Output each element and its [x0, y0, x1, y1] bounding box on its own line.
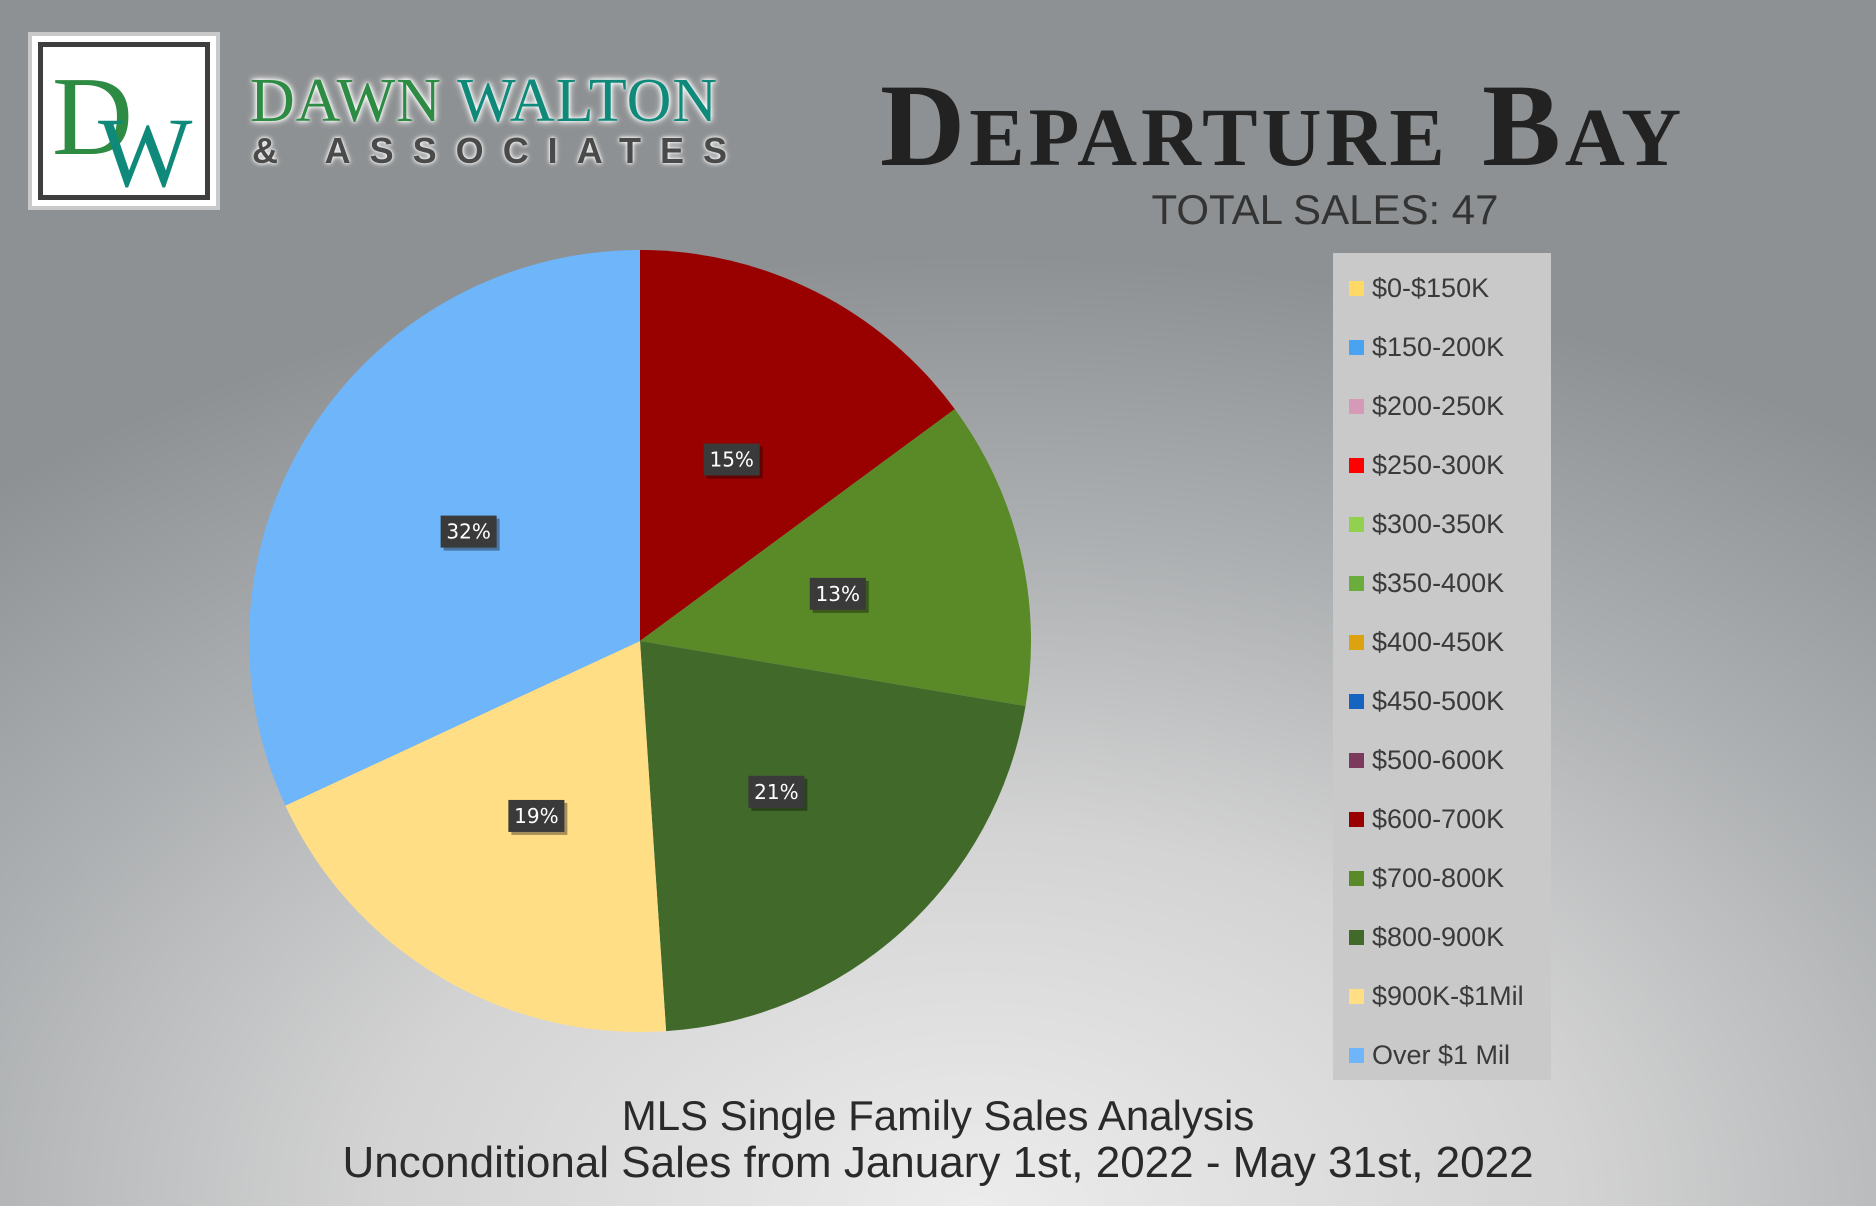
chart-title: Departure Bay: [880, 60, 1686, 191]
pie-slice-900k-1mil: [285, 641, 667, 1032]
legend-swatch: [1349, 930, 1364, 945]
legend-label: $800-900K: [1372, 922, 1505, 952]
logo-badge: D W: [28, 32, 220, 210]
legend-label: $600-700K: [1372, 804, 1505, 834]
legend-item-800-900k: $800-900K: [1333, 908, 1551, 967]
dw-monogram-icon: D W: [52, 55, 193, 206]
legend-label: $400-450K: [1372, 627, 1505, 657]
logo-frame: [38, 42, 210, 200]
legend-label: $250-300K: [1372, 450, 1505, 480]
total-sales-subtitle: TOTAL SALES: 47: [1151, 186, 1499, 233]
data-label-800-900k: 21%: [748, 775, 808, 811]
legend-swatch: [1349, 635, 1364, 650]
legend-item-700-800k: $700-800K: [1333, 849, 1551, 908]
legend-item-450-500k: $450-500K: [1333, 672, 1551, 731]
data-label-600-700k: 15%: [703, 443, 763, 479]
legend-label: $0-$150K: [1372, 273, 1490, 303]
svg-text:W: W: [98, 97, 193, 206]
svg-text:32%: 32%: [446, 520, 490, 544]
chart-legend: $0-$150K $150-200K $200-250K $250-300K $300-…: [1333, 253, 1551, 1080]
svg-text:D: D: [52, 55, 133, 179]
legend-swatch: [1349, 989, 1364, 1004]
legend-label: $200-250K: [1372, 391, 1505, 421]
legend-label: $500-600K: [1372, 745, 1505, 775]
legend-item-300-350k: $300-350K: [1333, 495, 1551, 554]
legend-item-350-400k: $350-400K: [1333, 554, 1551, 613]
legend-item-over-1-mil: Over $1 Mil: [1333, 1026, 1551, 1085]
data-label-over-1-mil: 32%: [440, 515, 500, 551]
brand-name-part2: WALTON: [457, 67, 719, 135]
legend-label: $900K-$1Mil: [1372, 981, 1524, 1011]
legend-swatch: [1349, 458, 1364, 473]
legend-item-900k-1mil: $900K-$1Mil: [1333, 967, 1551, 1026]
legend-item-0-150k: $0-$150K: [1333, 259, 1551, 318]
legend-label: $300-350K: [1372, 509, 1505, 539]
legend-swatch: [1349, 753, 1364, 768]
legend-label: $700-800K: [1372, 863, 1505, 893]
legend-item-400-450k: $400-450K: [1333, 613, 1551, 672]
legend-swatch: [1349, 812, 1364, 827]
footer-title: MLS Single Family Sales Analysis: [621, 1092, 1255, 1139]
brand-subline: & ASSOCIATES: [252, 130, 747, 171]
legend-swatch: [1349, 1048, 1364, 1063]
pie-slice-800-900k: [640, 641, 1026, 1032]
legend-label: $150-200K: [1372, 332, 1505, 362]
legend-swatch: [1349, 340, 1364, 355]
legend-label: $450-500K: [1372, 686, 1505, 716]
brand-name: DAWN WALTON: [250, 66, 718, 137]
svg-text:21%: 21%: [754, 780, 798, 804]
legend-swatch: [1349, 281, 1364, 296]
svg-text:15%: 15%: [709, 448, 753, 472]
legend-swatch: [1349, 517, 1364, 532]
pie-slice-700-800k: [640, 409, 1031, 707]
legend-label: $350-400K: [1372, 568, 1505, 598]
svg-text:19%: 19%: [514, 804, 558, 828]
data-label-900k-1mil: 19%: [508, 799, 568, 835]
footer-date-range: Unconditional Sales from January 1st, 20…: [342, 1138, 1534, 1187]
legend-swatch: [1349, 576, 1364, 591]
legend-item-600-700k: $600-700K: [1333, 790, 1551, 849]
legend-item-150-200k: $150-200K: [1333, 318, 1551, 377]
legend-item-500-600k: $500-600K: [1333, 731, 1551, 790]
brand-name-part1: DAWN: [250, 67, 442, 135]
pie-slice-600-700k: [640, 250, 955, 641]
legend-swatch: [1349, 399, 1364, 414]
data-label-700-800k: 13%: [809, 577, 869, 613]
legend-item-200-250k: $200-250K: [1333, 377, 1551, 436]
legend-swatch: [1349, 871, 1364, 886]
legend-item-250-300k: $250-300K: [1333, 436, 1551, 495]
legend-label: Over $1 Mil: [1372, 1040, 1511, 1070]
legend-swatch: [1349, 694, 1364, 709]
svg-text:13%: 13%: [816, 582, 860, 606]
